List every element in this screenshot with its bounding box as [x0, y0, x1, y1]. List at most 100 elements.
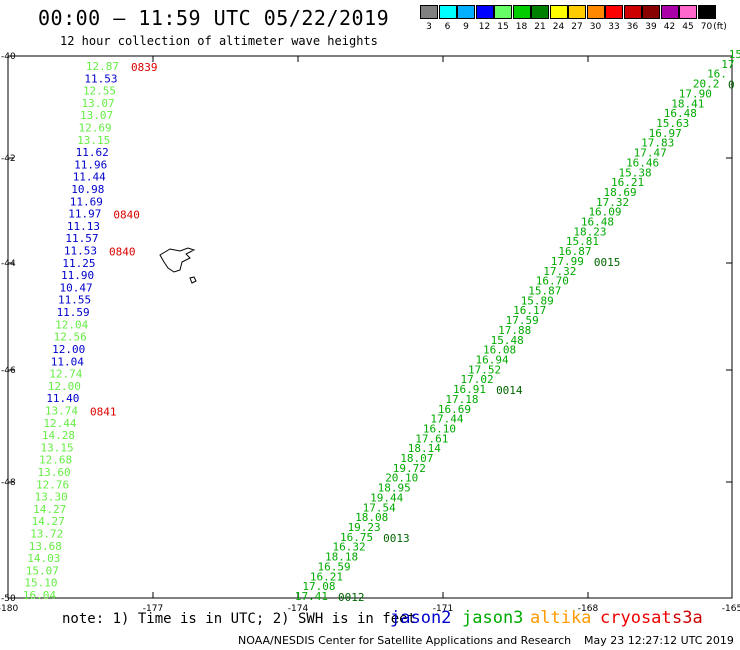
- lon-tick-label: -174: [288, 604, 309, 614]
- wave-height-label: 18.18: [325, 551, 358, 564]
- wave-height-label: 11.53: [84, 72, 117, 85]
- scale-label: 18: [515, 22, 528, 32]
- scale-label: 42: [663, 22, 676, 32]
- satellite-legend-item: jason3: [462, 608, 524, 628]
- wave-height-label: 16.04: [23, 589, 56, 602]
- wave-height-label: 16.48: [664, 107, 697, 120]
- wave-height-label: 15.48: [491, 334, 524, 347]
- wave-height-label: 17.32: [543, 265, 576, 278]
- scale-swatch: [475, 5, 494, 19]
- wave-height-label: 16.75: [340, 531, 373, 544]
- wave-height-label: 13.74: [45, 404, 78, 417]
- wave-height-label: 14.03: [27, 552, 60, 565]
- lon-tick-label: -168: [578, 604, 599, 614]
- wave-height-label: 16.69: [438, 403, 471, 416]
- scale-swatch: [642, 5, 660, 19]
- pass-time-label: 0: [728, 79, 735, 92]
- wave-height-label: 11.59: [57, 306, 90, 319]
- wave-height-label: 16.59: [317, 560, 350, 573]
- wave-height-label: 14.27: [32, 515, 65, 528]
- lon-tick-label: -171: [433, 604, 453, 614]
- wave-height-label: 17.54: [363, 501, 396, 514]
- wave-height-label: 18.14: [408, 442, 441, 455]
- satellite-legend-item: s3a: [672, 608, 703, 628]
- wave-height-label: 12.04: [55, 318, 88, 331]
- wave-height-label: 16.97: [649, 127, 682, 140]
- scale-label: 24: [552, 22, 565, 32]
- wave-height-label: 18.23: [573, 225, 606, 238]
- scale-swatch: [623, 5, 642, 19]
- wave-height-label: 17.88: [498, 324, 531, 337]
- scale-label: 27: [571, 22, 583, 32]
- wave-height-label: 16.94: [476, 353, 509, 366]
- wave-height-label: 18.07: [400, 452, 433, 465]
- map-frame: [7, 55, 733, 599]
- scale-swatch: [549, 5, 568, 19]
- scale-label: 30: [589, 22, 602, 32]
- wave-height-label: 12.00: [48, 380, 81, 393]
- wave-height-label: 16.17: [513, 304, 546, 317]
- wave-height-label: 11.44: [73, 171, 106, 184]
- scale-unit: (ft): [713, 22, 727, 32]
- scale-label: 21: [534, 22, 546, 32]
- scale-swatch: [531, 5, 549, 19]
- credit-text: NOAA/NESDIS Center for Satellite Applica…: [238, 634, 572, 647]
- wave-height-label: 15.81: [566, 235, 599, 248]
- wave-height-label: 17.44: [430, 413, 463, 426]
- scale-label: 33: [608, 22, 620, 32]
- wave-height-label: 17.41: [295, 590, 328, 603]
- wave-height-label: 17.47: [634, 147, 667, 160]
- lat-tick-label: -42: [1, 154, 16, 164]
- lon-tick-label: -165: [722, 604, 740, 614]
- wave-height-label: 10.47: [60, 281, 93, 294]
- scale-label: 15: [497, 22, 509, 32]
- scale-swatch: [568, 5, 586, 19]
- wave-height-label: 11.04: [51, 355, 84, 368]
- scale-label: 6: [444, 22, 451, 32]
- wave-height-label: 15.87: [528, 285, 561, 298]
- wave-height-label: 12.87: [86, 60, 119, 73]
- pass-time-label: 0014: [496, 384, 523, 397]
- scale-swatch: [512, 5, 531, 19]
- wave-height-label: 18.41: [671, 97, 704, 110]
- wave-height-label: 15.10: [24, 577, 57, 590]
- wave-height-label: 15: [729, 48, 740, 61]
- wave-height-label: 17.90: [679, 87, 712, 100]
- wave-height-label: 11.53: [64, 245, 97, 258]
- color-scale-legend: 3 6 9 12 15 18 21 24 27 30 33 36 39 42 45 70 (ft): [420, 5, 730, 35]
- wave-height-label: 16.87: [558, 245, 591, 258]
- wave-height-label: 16.48: [581, 216, 614, 229]
- wave-height-label: 11.96: [74, 158, 107, 171]
- wave-height-label: 12.76: [36, 478, 69, 491]
- wave-height-label: 12.00: [52, 343, 85, 356]
- wave-height-label: 13.07: [80, 109, 113, 122]
- wave-height-label: 10.98: [71, 183, 104, 196]
- wave-height-label: 20.10: [385, 472, 418, 485]
- wave-height-label: 11.62: [76, 146, 109, 159]
- wave-height-label: 19.44: [370, 491, 403, 504]
- wave-height-label: 17.52: [468, 363, 501, 376]
- pass-time-label: 0015: [594, 256, 621, 269]
- wave-height-label: 16.32: [333, 541, 366, 554]
- wave-height-label: 17.18: [445, 393, 478, 406]
- scale-swatch: [679, 5, 697, 19]
- wave-height-label: 16.09: [588, 206, 621, 219]
- wave-height-label: 13.15: [77, 134, 110, 147]
- pass-time-label: 0839: [131, 61, 158, 74]
- wave-height-label: 13.07: [81, 97, 114, 110]
- wave-height-label: 13.72: [30, 527, 63, 540]
- wave-height-label: 16.08: [483, 344, 516, 357]
- scale-label: 12: [478, 22, 491, 32]
- scale-label: 36: [626, 22, 639, 32]
- scale-label: 3: [426, 22, 432, 32]
- scale-label: 39: [645, 22, 657, 32]
- pass-time-label: 0840: [109, 246, 136, 259]
- wave-height-label: 16.10: [423, 422, 456, 435]
- wave-height-label: 11.57: [65, 232, 98, 245]
- wave-height-label: 18.95: [378, 482, 411, 495]
- wave-height-label: 17.83: [641, 137, 674, 150]
- wave-height-label: 12.56: [54, 331, 87, 344]
- pass-time-label: 0840: [113, 209, 140, 222]
